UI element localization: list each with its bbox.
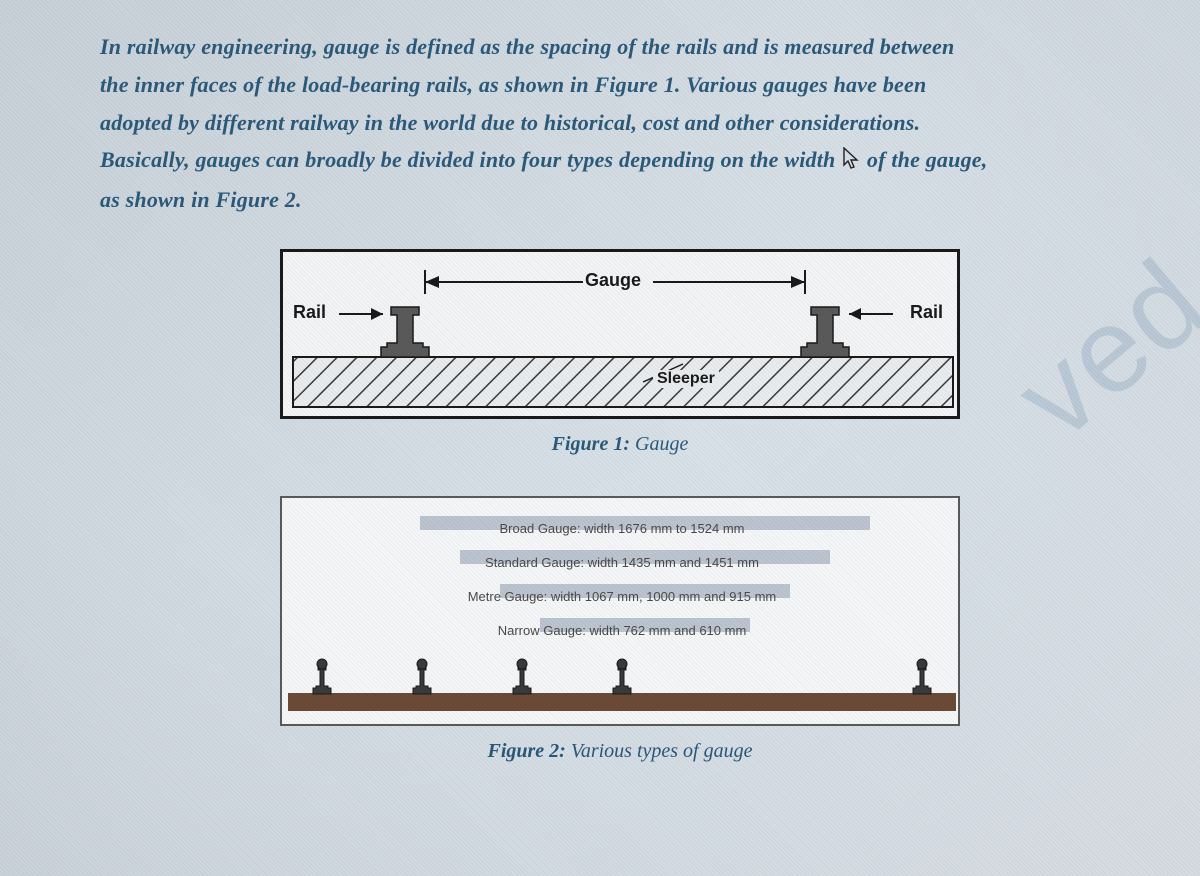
- figure2-diagram: Broad Gauge: width 1676 mm to 1524 mm St…: [280, 496, 960, 726]
- figure2-label-standard: Standard Gauge: width 1435 mm and 1451 m…: [282, 556, 960, 569]
- para-line1: In railway engineering, gauge is defined…: [100, 34, 954, 59]
- para-line2: the inner faces of the load-bearing rail…: [100, 72, 926, 97]
- figure2-label-broad: Broad Gauge: width 1676 mm to 1524 mm: [282, 522, 960, 535]
- rail-right-shape: [801, 307, 849, 357]
- figure1-label-rail-right: Rail: [910, 302, 943, 323]
- figure2-container: Broad Gauge: width 1676 mm to 1524 mm St…: [280, 496, 960, 763]
- figure1-caption: Figure 1: Gauge: [280, 433, 960, 456]
- intro-paragraph: In railway engineering, gauge is defined…: [100, 28, 1140, 219]
- cursor-icon: [842, 143, 860, 181]
- figure1-label-gauge: Gauge: [585, 270, 641, 291]
- figure2-label-narrow: Narrow Gauge: width 762 mm and 610 mm: [282, 624, 960, 637]
- figure2-caption: Figure 2: Various types of gauge: [280, 740, 960, 763]
- para-line5: as shown in Figure 2.: [100, 187, 302, 212]
- figure1-diagram: Rail Rail Gauge Sleeper: [280, 249, 960, 419]
- para-line4a: Basically, gauges can broadly be divided…: [100, 147, 835, 172]
- figure1-container: Rail Rail Gauge Sleeper Figure 1: Gauge: [280, 249, 960, 456]
- figure1-label-rail-left: Rail: [293, 302, 326, 323]
- figure1-label-sleeper: Sleeper: [653, 370, 719, 388]
- figure2-caption-bold: Figure 2:: [488, 740, 566, 762]
- para-line3: adopted by different railway in the worl…: [100, 110, 920, 135]
- para-line4b: of the gauge,: [867, 147, 988, 172]
- figure1-caption-text: Gauge: [630, 433, 688, 455]
- figure2-label-metre: Metre Gauge: width 1067 mm, 1000 mm and …: [282, 590, 960, 603]
- figure2-rails: [313, 659, 931, 694]
- figure2-caption-text: Various types of gauge: [566, 740, 753, 762]
- rail-left-shape: [381, 307, 429, 357]
- figure1-caption-bold: Figure 1:: [552, 433, 630, 455]
- watermark-text: ved: [989, 232, 1200, 466]
